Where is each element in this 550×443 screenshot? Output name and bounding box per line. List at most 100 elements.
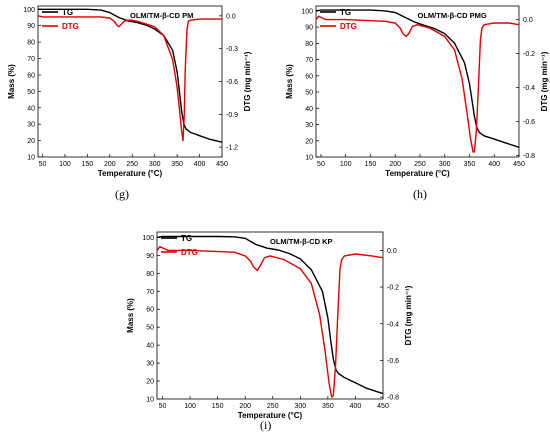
y-tick-label: 30 xyxy=(27,122,35,129)
legend-label-dtg: DTG xyxy=(340,22,357,31)
y-axis-label: Mass (%) xyxy=(126,298,135,333)
x-axis-label: Temperature (°C) xyxy=(385,169,450,178)
y-tick-label: 80 xyxy=(146,271,154,278)
x-tick-label: 100 xyxy=(340,161,352,168)
y2-tick-label: -0.4 xyxy=(523,85,535,92)
x-axis-label: Temperature (°C) xyxy=(238,411,303,420)
y-tick-label: 70 xyxy=(27,56,35,63)
y2-tick-label: -0.8 xyxy=(387,395,399,402)
y2-axis-label: DTG (mg min⁻¹) xyxy=(404,285,413,345)
y2-axis-label: DTG (mg min⁻¹) xyxy=(540,51,549,111)
y2-tick-label: -0.6 xyxy=(523,119,535,126)
legend-label-dtg: DTG xyxy=(181,248,198,257)
x-tick-label: 150 xyxy=(82,161,94,168)
series-line-dtg xyxy=(315,15,520,153)
x-tick-label: 150 xyxy=(365,161,377,168)
legend-label-dtg: DTG xyxy=(62,22,79,31)
y-tick-label: 40 xyxy=(27,105,35,112)
x-tick-label: 400 xyxy=(350,403,362,410)
y-tick-label: 20 xyxy=(305,138,313,145)
chart-panel-1: 50 100 150 200 250 300 350 400 450 10 20 30 40 50 60 70… xyxy=(285,5,549,178)
x-axis-label: Temperature (°C) xyxy=(98,169,163,178)
y-tick-label: 20 xyxy=(146,379,154,386)
x-tick-label: 150 xyxy=(212,403,224,410)
y-tick-label: 70 xyxy=(305,57,313,64)
y2-tick-label: -0.2 xyxy=(523,51,535,58)
series-line-dtg xyxy=(37,15,222,142)
legend-label-tg: TG xyxy=(340,8,351,17)
y-axis-label: Mass (%) xyxy=(7,64,16,99)
panel-label-h: (h) xyxy=(413,187,427,201)
x-tick-label: 350 xyxy=(171,161,183,168)
y2-tick-label: -0.6 xyxy=(226,79,238,86)
chart-panel-2: 50 100 150 200 250 300 350 400 450 10 20 30 40 50 60 70… xyxy=(126,231,413,420)
x-tick-label: 250 xyxy=(414,161,426,168)
x-tick-label: 300 xyxy=(294,403,306,410)
x-tick-label: 400 xyxy=(194,161,206,168)
x-tick-label: 200 xyxy=(389,161,401,168)
y2-axis-label: DTG (mg min⁻¹) xyxy=(243,51,252,111)
legend-label-tg: TG xyxy=(181,234,192,243)
y2-tick-label: -0.8 xyxy=(523,153,535,160)
chart-title: OLM/TM-β-CD PM xyxy=(130,11,193,20)
y2-tick-label: -0.2 xyxy=(387,285,399,292)
panel-label-i: (i) xyxy=(260,418,272,432)
y-tick-label: 80 xyxy=(27,40,35,47)
legend-label-tg: TG xyxy=(62,8,73,17)
y2-tick-label: -0.9 xyxy=(226,112,238,119)
y-tick-label: 10 xyxy=(27,155,35,162)
y2-tick-label: 0.0 xyxy=(226,13,236,20)
x-tick-label: 400 xyxy=(488,161,500,168)
y-tick-label: 100 xyxy=(23,7,35,14)
x-tick-label: 200 xyxy=(239,403,251,410)
x-tick-label: 450 xyxy=(513,161,525,168)
y-tick-label: 30 xyxy=(146,361,154,368)
y-tick-label: 40 xyxy=(146,343,154,350)
x-tick-label: 300 xyxy=(439,161,451,168)
x-tick-label: 200 xyxy=(104,161,116,168)
plot-frame xyxy=(156,231,384,400)
y-tick-label: 40 xyxy=(305,106,313,113)
x-tick-label: 50 xyxy=(317,161,325,168)
y-tick-label: 60 xyxy=(305,73,313,80)
series-line-tg xyxy=(156,235,384,395)
x-tick-label: 350 xyxy=(464,161,476,168)
y-tick-label: 50 xyxy=(27,89,35,96)
y-tick-label: 20 xyxy=(27,138,35,145)
y2-tick-label: -1.2 xyxy=(226,145,238,152)
y-tick-label: 100 xyxy=(301,8,313,15)
y-tick-label: 10 xyxy=(305,155,313,162)
x-tick-label: 250 xyxy=(267,403,279,410)
y-tick-label: 90 xyxy=(305,25,313,32)
y-tick-label: 30 xyxy=(305,122,313,129)
y2-tick-label: 0.0 xyxy=(387,248,397,255)
chart-panel-0: 50 100 150 200 250 300 350 400 450 10 20 30 40 50 60 70… xyxy=(7,5,252,178)
y2-tick-label: -0.6 xyxy=(387,358,399,365)
y-tick-label: 50 xyxy=(146,325,154,332)
x-tick-label: 250 xyxy=(126,161,138,168)
y2-tick-label: 0.0 xyxy=(523,17,533,24)
y2-tick-label: -0.4 xyxy=(387,321,399,328)
x-tick-label: 50 xyxy=(159,403,167,410)
y-tick-label: 70 xyxy=(146,289,154,296)
y-tick-label: 90 xyxy=(27,23,35,30)
y-tick-label: 100 xyxy=(142,235,154,242)
y-tick-label: 60 xyxy=(146,307,154,314)
plot-frame xyxy=(315,5,520,158)
y-tick-label: 90 xyxy=(146,253,154,260)
y-tick-label: 60 xyxy=(27,72,35,79)
x-tick-label: 450 xyxy=(216,161,228,168)
x-tick-label: 350 xyxy=(322,403,334,410)
x-tick-label: 50 xyxy=(39,161,47,168)
x-tick-label: 450 xyxy=(377,403,389,410)
x-tick-label: 300 xyxy=(149,161,161,168)
chart-title: OLM/TM-β-CD PMG xyxy=(418,11,487,20)
y-tick-label: 80 xyxy=(305,41,313,48)
series-line-tg xyxy=(315,9,520,148)
x-tick-label: 100 xyxy=(59,161,71,168)
panel-label-g: (g) xyxy=(115,187,129,201)
y-tick-label: 50 xyxy=(305,90,313,97)
y2-tick-label: -0.3 xyxy=(226,46,238,53)
x-tick-label: 100 xyxy=(184,403,196,410)
